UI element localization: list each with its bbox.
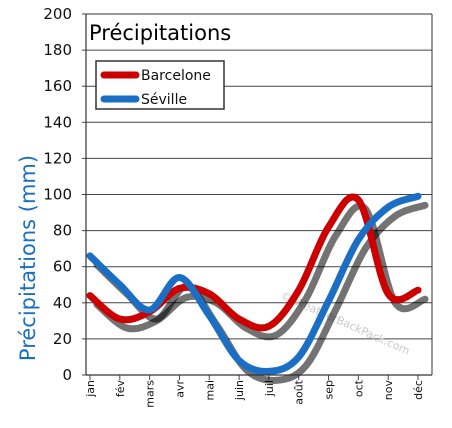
- x-tick-label: jan: [84, 380, 97, 398]
- x-tick-label: avr: [173, 380, 186, 398]
- x-tick-label: déc: [412, 380, 425, 400]
- y-tick-label: 60: [53, 258, 72, 276]
- legend-label: Séville: [141, 92, 187, 108]
- x-tick-label: fév: [114, 380, 127, 398]
- y-tick-labels: 0 20 40 60 80 100 120 140 160 180 200: [43, 5, 72, 384]
- y-tick-label: 0: [62, 366, 72, 384]
- x-tick-label: mars: [144, 380, 157, 408]
- series-shadows: [93, 201, 429, 384]
- series-shadow: [93, 201, 429, 384]
- series-line: [86, 192, 422, 375]
- y-tick-label: 180: [43, 41, 72, 59]
- y-tick-label: 20: [53, 330, 72, 348]
- plot-frame: [85, 13, 433, 376]
- y-tick-label: 200: [43, 5, 72, 23]
- y-tick-label: 160: [43, 77, 72, 95]
- x-tick-label: juil: [263, 380, 276, 397]
- x-tick-label: juin: [233, 380, 246, 401]
- x-tick-label: mai: [203, 380, 216, 401]
- legend: Barcelone Séville: [95, 60, 225, 110]
- legend-label: Barcelone: [141, 68, 211, 84]
- x-tick-label: oct: [352, 379, 365, 397]
- x-tick-label: nov: [382, 380, 395, 401]
- y-tick-label: 120: [43, 149, 72, 167]
- chart-title: Précipitations: [89, 21, 231, 45]
- x-tick-labels: jan fév mars avr mai juin juil août sep oct nov déc: [84, 375, 425, 408]
- series-lines: [86, 192, 422, 375]
- y-tick-label: 100: [43, 186, 72, 204]
- y-tick-label: 80: [53, 222, 72, 240]
- x-tick-label: sep: [323, 380, 336, 399]
- y-axis-label: Précipitations (mm): [16, 155, 40, 361]
- y-tick-label: 140: [43, 113, 72, 131]
- y-tick-label: 40: [53, 294, 72, 312]
- x-tick-label: août: [293, 379, 306, 404]
